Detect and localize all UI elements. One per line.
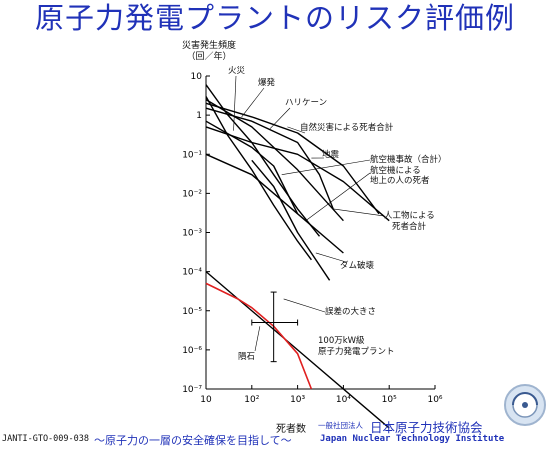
label-earthquake: 地震 [322, 150, 340, 160]
label-manmade-1: 人工物による [384, 211, 435, 221]
series-line [205, 153, 344, 254]
annotation-leader [233, 75, 237, 131]
x-tick-label: 10 [200, 395, 212, 405]
label-dam: ダム破壊 [340, 261, 375, 271]
x-tick-label: 10² [244, 395, 259, 405]
label-fire: 火災 [228, 66, 246, 76]
series-line [205, 98, 344, 222]
x-tick-label: 10⁴ [336, 395, 351, 405]
series-line [205, 120, 299, 215]
slide-title: 原子力発電プラントのリスク評価例 [34, 1, 515, 35]
annotation-leader [283, 298, 326, 313]
series-line [205, 102, 380, 215]
series-line [205, 282, 313, 390]
y-tick-label: 10⁻⁷ [182, 385, 202, 395]
organization-logo [504, 384, 546, 426]
slogan: 〜原子力の一層の安全確保を目指して〜 [94, 434, 292, 447]
x-axis-label: 死者数 [276, 424, 306, 435]
organization-type: 一般社団法人 [318, 421, 363, 430]
y-tick-label: 10⁻⁵ [182, 307, 202, 317]
y-tick-label: 10⁻⁴ [182, 268, 202, 278]
annotation-leader [333, 208, 385, 217]
annotation-leader [269, 107, 291, 129]
label-hurricane: ハリケーン [285, 98, 328, 108]
annotation-leader [305, 172, 371, 221]
annotation-leader [287, 126, 306, 134]
x-tick-label: 10⁶ [427, 395, 442, 405]
annotation-leader [254, 326, 261, 352]
series-line [205, 96, 312, 261]
label-npp-1: 100万kW級 [318, 336, 365, 346]
label-aircraft-ground-2: 地上の人の死者 [370, 176, 430, 186]
series-line [205, 126, 390, 222]
y-axis-unit-label: （回／年） [186, 52, 232, 62]
x-tick-label: 10⁵ [382, 395, 397, 405]
organization-name-english: Japan Nuclear Technology Institute [320, 434, 505, 444]
x-tick-label: 10³ [290, 395, 305, 405]
label-aircraft-ground-1: 航空機による [370, 166, 421, 176]
y-tick-label: 10 [191, 72, 203, 82]
label-manmade-2: 死者合計 [392, 222, 427, 232]
annotation-leader [241, 87, 265, 118]
label-npp-2: 原子力発電プラント [318, 347, 395, 357]
label-error-bar: 誤差の大きさ [325, 307, 377, 317]
y-tick-label: 10⁻¹ [182, 150, 202, 160]
y-tick-label: 10⁻² [182, 189, 202, 199]
annotation-leader [281, 159, 371, 176]
label-explosion: 爆発 [258, 78, 276, 88]
organization-name: 日本原子力技術協会 [370, 420, 483, 435]
y-tick-label: 10⁻⁶ [182, 346, 202, 356]
series-line [251, 159, 331, 281]
document-id: JANTI-GTO-009-038 [2, 434, 89, 444]
series-line [205, 107, 334, 210]
label-meteor: 隕石 [238, 352, 256, 362]
y-tick-label: 1 [196, 111, 202, 121]
annotation-leader [315, 252, 347, 263]
y-axis-label: 災害発生頻度 [181, 41, 236, 51]
label-natural-total: 自然災害による死者合計 [300, 123, 394, 133]
label-aircraft-total: 航空機事故（合計） [370, 155, 447, 165]
y-tick-label: 10⁻³ [182, 229, 202, 239]
